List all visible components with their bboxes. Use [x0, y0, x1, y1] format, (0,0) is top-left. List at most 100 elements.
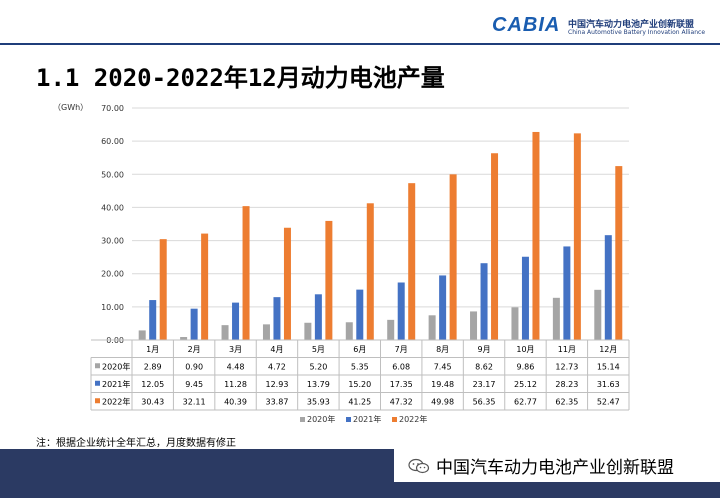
y-axis-unit-label: （GWh） [53, 103, 89, 112]
table-value: 7.45 [434, 362, 452, 371]
y-tick-label: 30.00 [101, 237, 124, 246]
table-value: 32.11 [183, 397, 206, 406]
y-tick-label: 70.00 [101, 104, 124, 113]
wechat-icon [408, 458, 430, 473]
table-value: 8.62 [475, 362, 493, 371]
bar-2022年-11月 [573, 133, 581, 340]
table-value: 30.43 [141, 397, 164, 406]
bar-2020年-9月 [470, 311, 478, 340]
table-legend-key [95, 380, 100, 386]
y-tick-label: 60.00 [101, 137, 124, 146]
table-value: 62.35 [555, 397, 578, 406]
bar-2021年-3月 [232, 302, 240, 340]
table-legend-key [95, 363, 100, 369]
bar-2020年-4月 [262, 324, 270, 340]
header-rule [0, 43, 720, 45]
y-tick-label: 20.00 [101, 270, 124, 279]
table-value: 17.35 [390, 380, 413, 389]
x-tick-label: 5月 [312, 345, 325, 354]
table-value: 6.08 [392, 362, 410, 371]
bar-2020年-5月 [304, 322, 312, 340]
table-value: 56.35 [473, 397, 496, 406]
table-value: 40.39 [224, 397, 247, 406]
table-value: 9.86 [517, 362, 535, 371]
x-tick-label: 9月 [477, 345, 490, 354]
table-series-name: 2022年 [102, 396, 130, 406]
bar-2021年-7月 [397, 282, 405, 340]
y-tick-label: 40.00 [101, 203, 124, 212]
table-value: 4.48 [227, 362, 245, 371]
x-tick-label: 11月 [558, 345, 576, 354]
table-series-name: 2021年 [102, 379, 130, 389]
legend-label: 2020年 [307, 414, 335, 424]
table-value: 62.77 [514, 397, 537, 406]
table-value: 41.25 [348, 397, 371, 406]
bar-2021年-1月 [149, 300, 157, 340]
table-value: 2.89 [144, 362, 162, 371]
legend-swatch [300, 417, 305, 422]
cabia-logo: CABIA [492, 14, 561, 36]
bar-2020年-3月 [221, 325, 229, 340]
bar-2021年-11月 [563, 246, 571, 340]
legend-swatch [346, 417, 351, 422]
bar-2022年-12月 [615, 166, 623, 340]
table-value: 11.28 [224, 380, 247, 389]
bar-2022年-8月 [449, 174, 457, 340]
bar-2022年-9月 [491, 153, 499, 340]
footnote: 注：根据企业统计全年汇总，月度数据有修正 [36, 438, 236, 449]
table-value: 9.45 [185, 380, 203, 389]
x-tick-label: 7月 [395, 345, 408, 354]
bar-2022年-1月 [159, 239, 167, 340]
bar-2020年-8月 [428, 315, 436, 340]
x-tick-label: 2月 [188, 345, 201, 354]
table-value: 35.93 [307, 397, 330, 406]
table-value: 12.73 [555, 362, 578, 371]
bar-2020年-12月 [594, 289, 602, 340]
table-value: 33.87 [266, 397, 289, 406]
bar-2022年-6月 [366, 203, 374, 340]
table-value: 47.32 [390, 397, 413, 406]
table-series-name: 2020年 [102, 361, 130, 371]
bar-2021年-2月 [190, 308, 198, 340]
bar-2021年-8月 [439, 275, 447, 340]
table-value: 31.63 [597, 380, 620, 389]
bar-2022年-7月 [408, 183, 416, 340]
table-value: 19.48 [431, 380, 454, 389]
legend-label: 2022年 [399, 414, 427, 424]
production-bar-chart: 0.0010.0020.0030.0040.0050.0060.0070.001… [90, 104, 630, 424]
table-value: 25.12 [514, 380, 537, 389]
table-value: 5.35 [351, 362, 369, 371]
bar-2021年-4月 [273, 297, 281, 340]
page-title: 1.1 2020-2022年12月动力电池产量 [36, 64, 445, 92]
x-tick-label: 3月 [229, 345, 242, 354]
x-tick-label: 4月 [270, 345, 283, 354]
x-tick-label: 6月 [353, 345, 366, 354]
table-value: 13.79 [307, 380, 330, 389]
table-value: 28.23 [555, 380, 578, 389]
bar-2020年-11月 [552, 297, 560, 340]
table-value: 4.72 [268, 362, 286, 371]
x-tick-label: 10月 [516, 345, 534, 354]
y-tick-label: 50.00 [101, 170, 124, 179]
table-value: 5.20 [309, 362, 327, 371]
bar-2021年-10月 [521, 256, 529, 340]
bar-2020年-7月 [387, 319, 395, 340]
bar-2020年-6月 [345, 322, 353, 340]
bar-2022年-5月 [325, 220, 333, 340]
table-legend-key [95, 398, 100, 404]
x-tick-label: 1月 [146, 345, 159, 354]
table-value: 23.17 [473, 380, 496, 389]
legend-swatch [392, 417, 397, 422]
x-tick-label: 12月 [599, 345, 617, 354]
org-name-en: China Automotive Battery Innovation Alli… [568, 29, 706, 36]
table-value: 52.47 [597, 397, 620, 406]
table-value: 15.20 [348, 380, 371, 389]
bar-2021年-9月 [480, 263, 488, 340]
table-value: 12.93 [266, 380, 289, 389]
x-tick-label: 8月 [436, 345, 449, 354]
bar-2021年-12月 [604, 235, 612, 340]
bar-2021年-5月 [314, 294, 322, 340]
legend-label: 2021年 [353, 414, 381, 424]
bar-2021年-6月 [356, 289, 364, 340]
bar-2020年-10月 [511, 307, 519, 340]
